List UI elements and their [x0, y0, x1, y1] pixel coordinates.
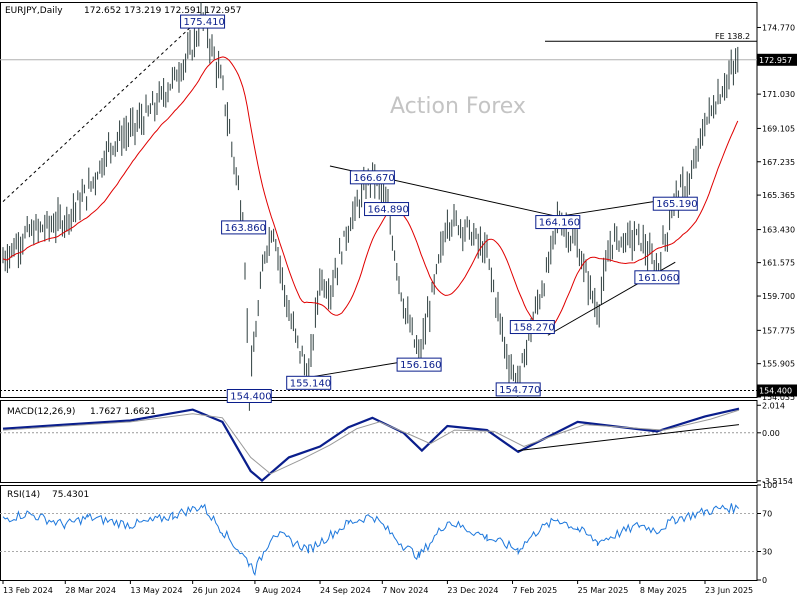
- pivot-label: 156.160: [400, 360, 441, 371]
- date-tick-label: 26 Jun 2024: [193, 586, 241, 595]
- pivot-label: 166.670: [353, 173, 394, 184]
- price-tick-label: 167.235: [762, 158, 795, 167]
- date-tick-label: 23 Dec 2024: [447, 586, 498, 595]
- pivot-label-box: [286, 375, 332, 390]
- pivot-label-box: [364, 202, 410, 217]
- panel-frame-3: [0, 485, 758, 581]
- date-tick-label: 13 May 2024: [130, 586, 182, 595]
- date-tick-label: 23 Jun 2025: [705, 586, 753, 595]
- price-tick-label: 161.575: [762, 259, 795, 268]
- pivot-label: 154.770: [499, 385, 540, 396]
- pivot-label: 175.410: [184, 17, 225, 28]
- header-symbol: EURJPY,Daily: [5, 6, 63, 16]
- date-tick-label: 7 Feb 2025: [513, 586, 558, 595]
- date-tick-label: 8 May 2025: [640, 586, 687, 595]
- fib-label: FE 138.2: [715, 32, 750, 41]
- pivot-label-box: [652, 196, 698, 211]
- pivot-label: 163.860: [225, 223, 266, 234]
- panel-frame-2: [0, 400, 758, 483]
- pivot-label: 164.890: [368, 205, 409, 216]
- macd-legend-values: 1.7627 1.6621: [90, 407, 156, 417]
- price-tick-label: 155.905: [762, 360, 795, 369]
- watermark: Action Forex: [390, 94, 526, 119]
- price-tick-label: 174.770: [762, 23, 795, 32]
- rsi-tick-label: 0: [762, 576, 767, 585]
- moving-average-line: [2, 56, 739, 331]
- pivot-label-box: [226, 388, 272, 403]
- price-tick-label: 165.365: [762, 191, 795, 200]
- pivot-label-box: [495, 382, 541, 397]
- panel-frame-1: [0, 2, 758, 398]
- price-tick-label: 171.030: [762, 90, 795, 99]
- pivot-label-box: [221, 220, 267, 235]
- price-tick-label: 159.700: [762, 292, 795, 301]
- macd-tick-label: 2.014: [762, 401, 785, 410]
- pivot-label: 154.400: [230, 391, 271, 402]
- date-tick-label: 9 Aug 2024: [255, 586, 301, 595]
- macd-tick-label: 0.00: [762, 429, 780, 438]
- pivot-label-box: [396, 357, 442, 372]
- pivot-label-box: [180, 14, 226, 29]
- pivot-label-box: [535, 215, 581, 230]
- support-price-box: [757, 384, 797, 397]
- date-tick-label: 28 Mar 2024: [65, 586, 116, 595]
- date-tick-label: 13 Feb 2024: [3, 586, 53, 595]
- price-tick-label: 163.430: [762, 226, 795, 235]
- macd-trendline: [518, 424, 740, 452]
- macd-line: [2, 407, 740, 483]
- last-price-box: [757, 53, 797, 66]
- pivot-label: 165.190: [656, 199, 697, 210]
- macd-tick-label: -3.5154: [762, 477, 793, 486]
- date-tick-label: 25 Mar 2025: [578, 586, 629, 595]
- rsi-legend-value: 75.4301: [52, 490, 89, 500]
- pivot-label-box: [509, 320, 555, 335]
- pivot-label: 164.160: [539, 218, 580, 229]
- pivot-label-box: [634, 270, 680, 285]
- macd-signal-line: [2, 409, 740, 475]
- date-tick-label: 24 Sep 2024: [320, 586, 371, 595]
- pivot-label-box: [349, 170, 395, 185]
- rsi-line: [2, 503, 740, 577]
- rsi-tick-label: 100: [762, 481, 777, 490]
- pivot-label: 158.270: [513, 323, 554, 334]
- rsi-tick-label: 70: [762, 510, 772, 519]
- pivot-label: 155.140: [290, 378, 331, 389]
- date-tick-label: 7 Nov 2024: [382, 586, 428, 595]
- pivot-label: 161.060: [638, 273, 679, 284]
- last-price-label: 172.957: [759, 56, 792, 65]
- support-price-label: 154.400: [759, 386, 792, 395]
- header-ohlc: 172.652 173.219 172.591 172.957: [84, 6, 241, 16]
- macd-legend-name: MACD(12,26,9): [7, 407, 75, 417]
- price-tick-label: 154.035: [762, 393, 795, 402]
- price-tick-label: 157.775: [762, 326, 795, 335]
- rsi-legend-name: RSI(14): [7, 490, 40, 500]
- price-tick-label: 169.105: [762, 124, 795, 133]
- rsi-tick-label: 30: [762, 548, 772, 557]
